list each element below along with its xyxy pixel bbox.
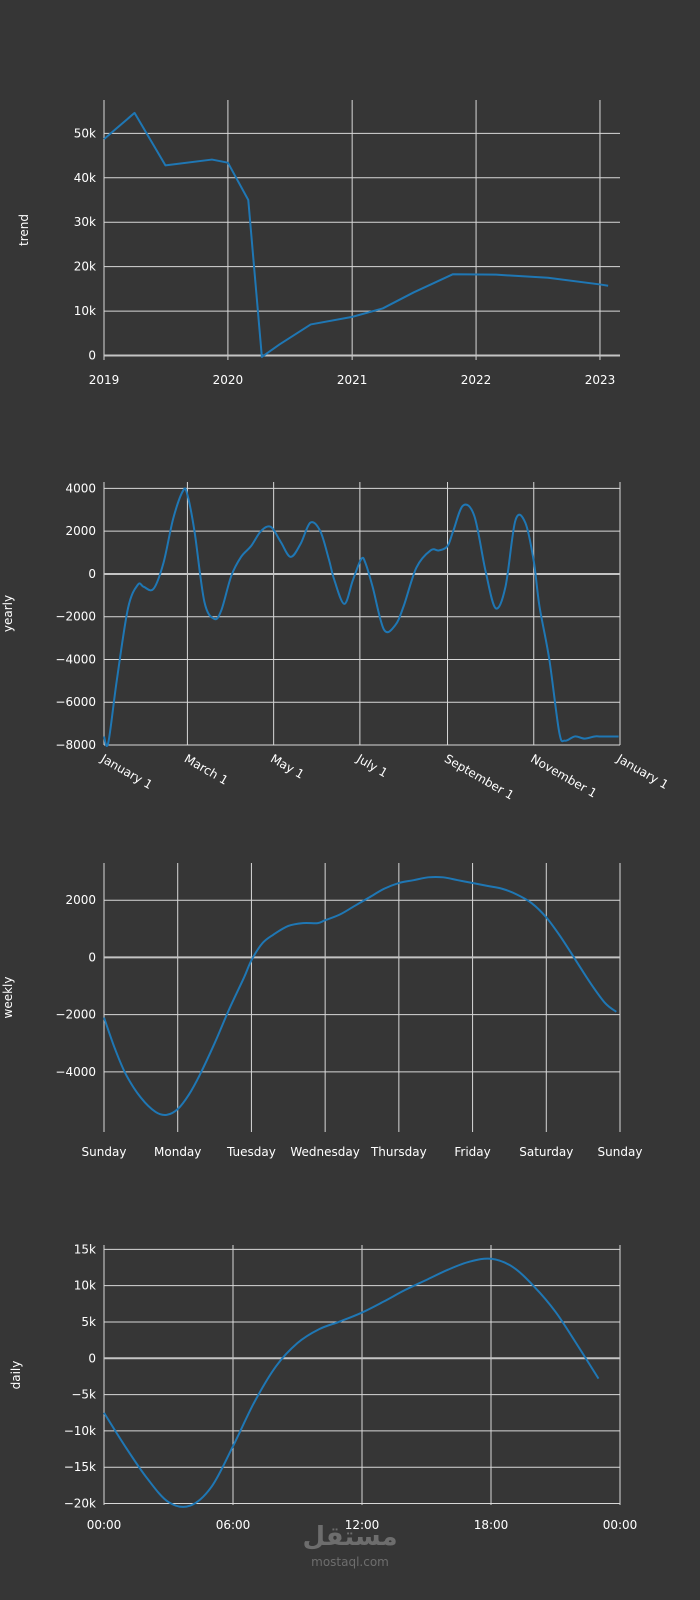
daily-y-tick-label: −15k: [64, 1460, 96, 1474]
yearly-y-tick-label: −4000: [55, 652, 96, 666]
watermark-latin: mostaql.com: [311, 1555, 389, 1569]
daily-x-tick-label: 06:00: [216, 1518, 251, 1532]
weekly-x-tick-label: Sunday: [598, 1145, 643, 1159]
trend-y-tick-label: 10k: [74, 304, 96, 318]
daily-x-tick-label: 18:00: [474, 1518, 509, 1532]
daily-chart: 15k 10k 5k 0 −5k −10k −15k −20k 00:00 06:00 12:00 1…: [9, 1242, 637, 1532]
daily-y-tick-label: 5k: [81, 1315, 96, 1329]
yearly-y-tick-label: 0: [88, 567, 96, 581]
daily-y-tick-label: 15k: [74, 1242, 96, 1256]
weekly-y-axis-label: weekly: [1, 977, 15, 1019]
trend-series-line: [103, 111, 609, 358]
weekly-x-tick-label: Tuesday: [226, 1145, 276, 1159]
weekly-y-tick-label: 0: [88, 950, 96, 964]
daily-series-line: [103, 1257, 600, 1508]
yearly-x-tick-label: March 1: [182, 751, 231, 787]
weekly-x-tick-label: Sunday: [82, 1145, 127, 1159]
weekly-x-tick-label: Thursday: [370, 1145, 427, 1159]
daily-y-axis-label: daily: [9, 1361, 23, 1390]
watermark: مستقل mostaql.com: [302, 1522, 397, 1569]
trend-x-tick-label: 2019: [89, 373, 120, 387]
weekly-y-tick-label: −4000: [55, 1065, 96, 1079]
weekly-series-line: [103, 875, 617, 1116]
weekly-x-tick-label: Wednesday: [290, 1145, 359, 1159]
daily-x-tick-label: 00:00: [87, 1518, 122, 1532]
daily-y-tick-label: 0: [88, 1351, 96, 1365]
weekly-y-tick-label: 2000: [65, 893, 96, 907]
trend-x-tick-label: 2023: [585, 373, 616, 387]
daily-y-tick-label: −20k: [64, 1497, 96, 1511]
yearly-x-tick-label: May 1: [268, 751, 306, 781]
trend-x-tick-label: 2022: [461, 373, 492, 387]
yearly-y-tick-label: −2000: [55, 610, 96, 624]
yearly-y-tick-label: 4000: [65, 481, 96, 495]
trend-y-tick-label: 50k: [74, 126, 96, 140]
watermark-arabic: مستقل: [302, 1522, 397, 1552]
yearly-y-axis-label: yearly: [1, 595, 15, 632]
daily-y-tick-label: −5k: [71, 1388, 96, 1402]
weekly-x-tick-label: Saturday: [519, 1145, 573, 1159]
yearly-x-tick-label: November 1: [528, 751, 599, 800]
yearly-series-line: [103, 487, 619, 747]
weekly-y-tick-label: −2000: [55, 1008, 96, 1022]
weekly-x-tick-label: Friday: [454, 1145, 490, 1159]
yearly-y-tick-label: −8000: [55, 738, 96, 752]
yearly-x-tick-label: January 1: [614, 751, 671, 792]
trend-y-tick-label: 20k: [74, 260, 96, 274]
trend-y-tick-label: 0: [88, 349, 96, 363]
yearly-y-tick-label: −6000: [55, 695, 96, 709]
daily-x-tick-label: 00:00: [603, 1518, 638, 1532]
trend-x-tick-label: 2021: [337, 373, 368, 387]
daily-y-tick-label: 10k: [74, 1279, 96, 1293]
yearly-x-tick-label: September 1: [442, 751, 516, 802]
trend-y-axis-label: trend: [17, 214, 31, 246]
yearly-x-tick-label: July 1: [354, 751, 390, 780]
daily-x-tick-label: 12:00: [345, 1518, 380, 1532]
trend-y-tick-label: 30k: [74, 215, 96, 229]
weekly-chart: 2000 0 −2000 −4000 Sunday Monday Tuesday Wednes…: [1, 863, 642, 1159]
daily-y-tick-label: −10k: [64, 1424, 96, 1438]
trend-chart: 0 10k 20k 30k 40k 50k 2019 2020 2021 2022 2023 tren…: [17, 100, 620, 387]
yearly-y-tick-label: 2000: [65, 524, 96, 538]
weekly-x-tick-label: Monday: [154, 1145, 201, 1159]
trend-y-tick-label: 40k: [74, 171, 96, 185]
yearly-x-tick-label: January 1: [98, 751, 155, 792]
trend-x-tick-label: 2020: [213, 373, 244, 387]
